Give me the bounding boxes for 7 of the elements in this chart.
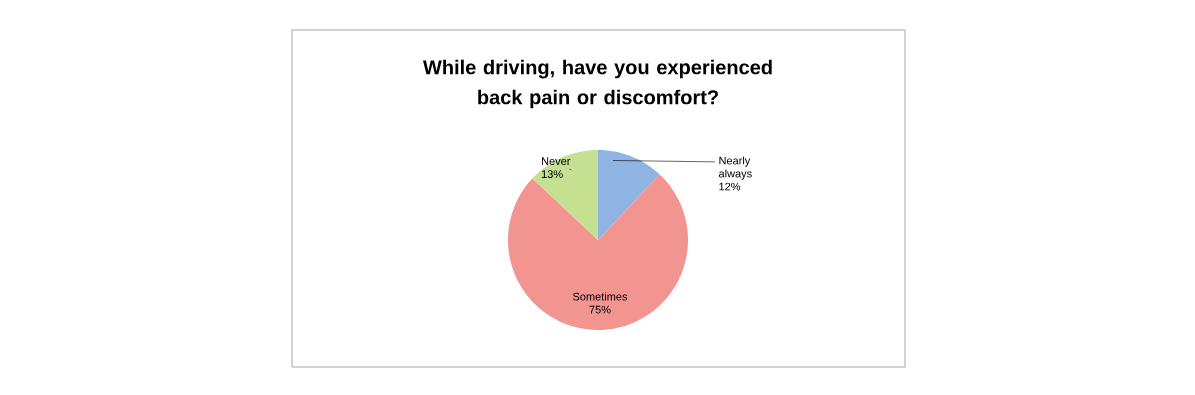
slice-label: Never [542,157,571,166]
data-label: 75% [589,305,611,314]
chart-title: While driving, have you experienced back pain or discomfort? [422,59,772,109]
slice-label: Nearly always [719,156,752,180]
slice-label: Sometimes [572,292,628,301]
data-label: 13% [541,170,563,179]
data-label: 12% [719,182,741,191]
